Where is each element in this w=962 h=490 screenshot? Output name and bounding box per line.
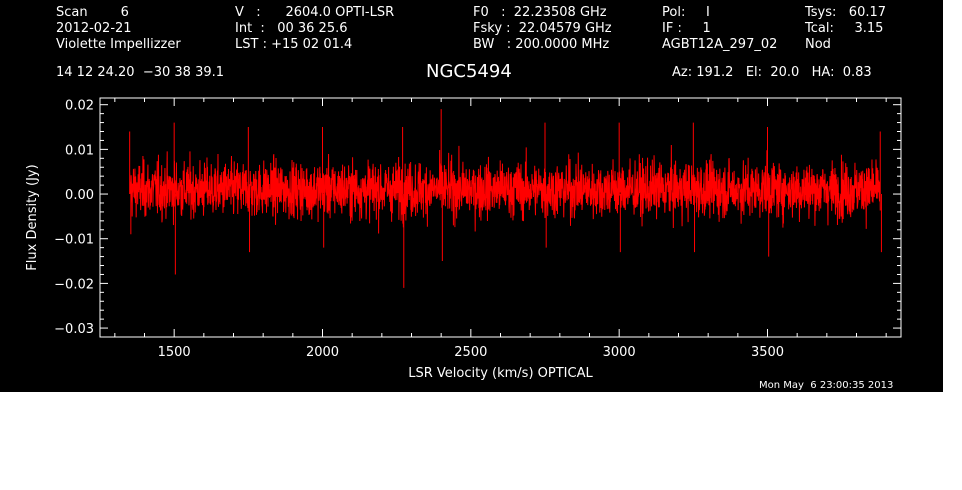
- header-if: IF : 1: [662, 21, 711, 36]
- x-tick-label: 2000: [306, 345, 339, 360]
- x-tick-label: 1500: [158, 345, 191, 360]
- spectrum-chart: 1500 2000 2500 3000 3500 0.02 0.01 0.00 −0.01 −0.…: [25, 97, 902, 381]
- timestamp: Mon May 6 23:00:35 2013: [759, 380, 894, 391]
- x-tick-label: 2500: [454, 345, 487, 360]
- header-scan: Scan 6: [56, 5, 129, 20]
- header-lst: LST : +15 02 01.4: [235, 37, 353, 52]
- y-tick-label: 0.02: [65, 99, 94, 114]
- x-tick-label: 3000: [603, 345, 636, 360]
- header-project: AGBT12A_297_02: [662, 37, 778, 52]
- header-f0: F0 : 22.23508 GHz: [473, 5, 607, 20]
- y-tick-label: 0.01: [65, 143, 94, 158]
- source-title: NGC5494: [426, 61, 512, 82]
- x-axis-label: LSR Velocity (km/s) OPTICAL: [408, 366, 593, 381]
- plot-frame: [99, 97, 902, 338]
- y-tick-label: −0.02: [54, 277, 94, 292]
- y-axis-label: Flux Density (Jy): [25, 164, 40, 270]
- header-integration: Int : 00 36 25.6: [235, 21, 348, 36]
- header-observer: Violette Impellizzer: [56, 37, 181, 52]
- y-tick-label: −0.03: [54, 322, 94, 337]
- header-proc: Nod: [805, 37, 831, 52]
- x-tick-label: 3500: [751, 345, 784, 360]
- spectrum-trace: [129, 109, 882, 288]
- header-coords: 14 12 24.20 −30 38 39.1: [56, 65, 225, 80]
- header-pointing: Az: 191.2 El: 20.0 HA: 0.83: [672, 65, 872, 80]
- header-pol: Pol: I: [662, 5, 710, 20]
- header-fsky: Fsky : 22.04579 GHz: [473, 21, 612, 36]
- header-tsys: Tsys: 60.17: [805, 5, 887, 20]
- header-velocity: V : 2604.0 OPTI-LSR: [235, 5, 395, 20]
- header-date: 2012-02-21: [56, 21, 132, 36]
- y-tick-label: 0.00: [65, 188, 94, 203]
- header-tcal: Tcal: 3.15: [805, 21, 884, 36]
- header-bw: BW : 200.0000 MHz: [473, 37, 610, 52]
- y-tick-label: −0.01: [54, 233, 94, 248]
